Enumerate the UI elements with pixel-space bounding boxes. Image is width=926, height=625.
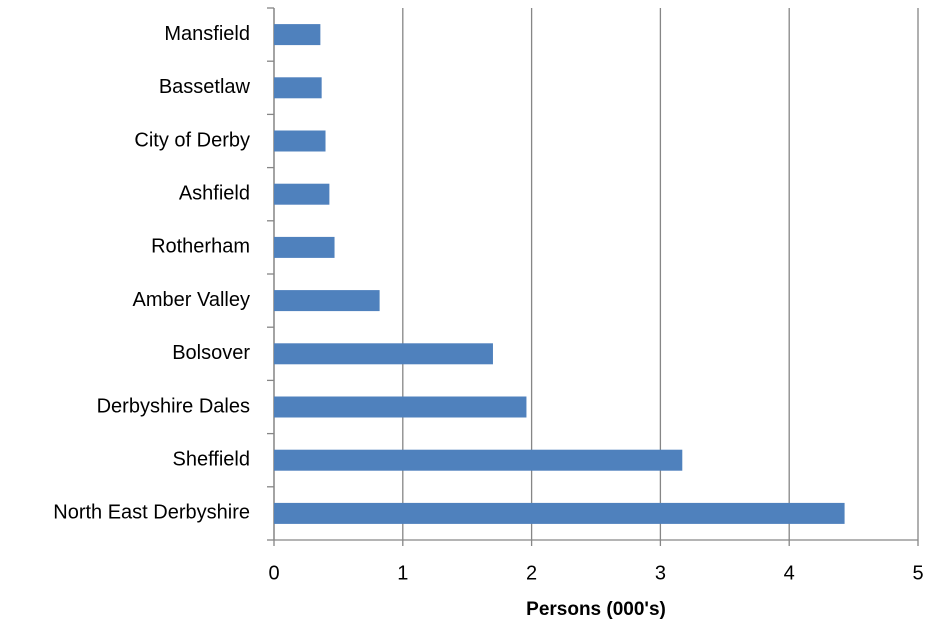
bar bbox=[274, 449, 683, 471]
x-tick-label: 0 bbox=[268, 562, 279, 584]
bar bbox=[274, 236, 335, 258]
y-tick-label: Sheffield bbox=[173, 448, 250, 470]
x-axis-label: Persons (000's) bbox=[526, 599, 666, 620]
bar bbox=[274, 24, 321, 46]
y-tick-label: Bolsover bbox=[172, 342, 250, 364]
bar bbox=[274, 77, 322, 99]
x-tick-label: 4 bbox=[784, 562, 795, 584]
bar bbox=[274, 130, 326, 152]
bar bbox=[274, 343, 493, 365]
y-tick-label: City of Derby bbox=[134, 129, 250, 151]
y-tick-label: Bassetlaw bbox=[159, 76, 251, 98]
bar bbox=[274, 396, 527, 418]
y-tick-label: Rotherham bbox=[151, 236, 250, 258]
bar bbox=[274, 502, 845, 524]
y-tick-label: Mansfield bbox=[164, 23, 250, 45]
x-tick-label: 2 bbox=[526, 562, 537, 584]
bar bbox=[274, 183, 330, 205]
y-tick-label: North East Derbyshire bbox=[53, 502, 250, 524]
x-tick-label: 1 bbox=[397, 562, 408, 584]
y-tick-label: Amber Valley bbox=[133, 289, 250, 311]
y-tick-label: Derbyshire Dales bbox=[97, 395, 250, 417]
x-tick-label: 3 bbox=[655, 562, 666, 584]
bar bbox=[274, 290, 380, 312]
x-tick-label: 5 bbox=[912, 562, 923, 584]
y-tick-label: Ashfield bbox=[179, 182, 250, 204]
